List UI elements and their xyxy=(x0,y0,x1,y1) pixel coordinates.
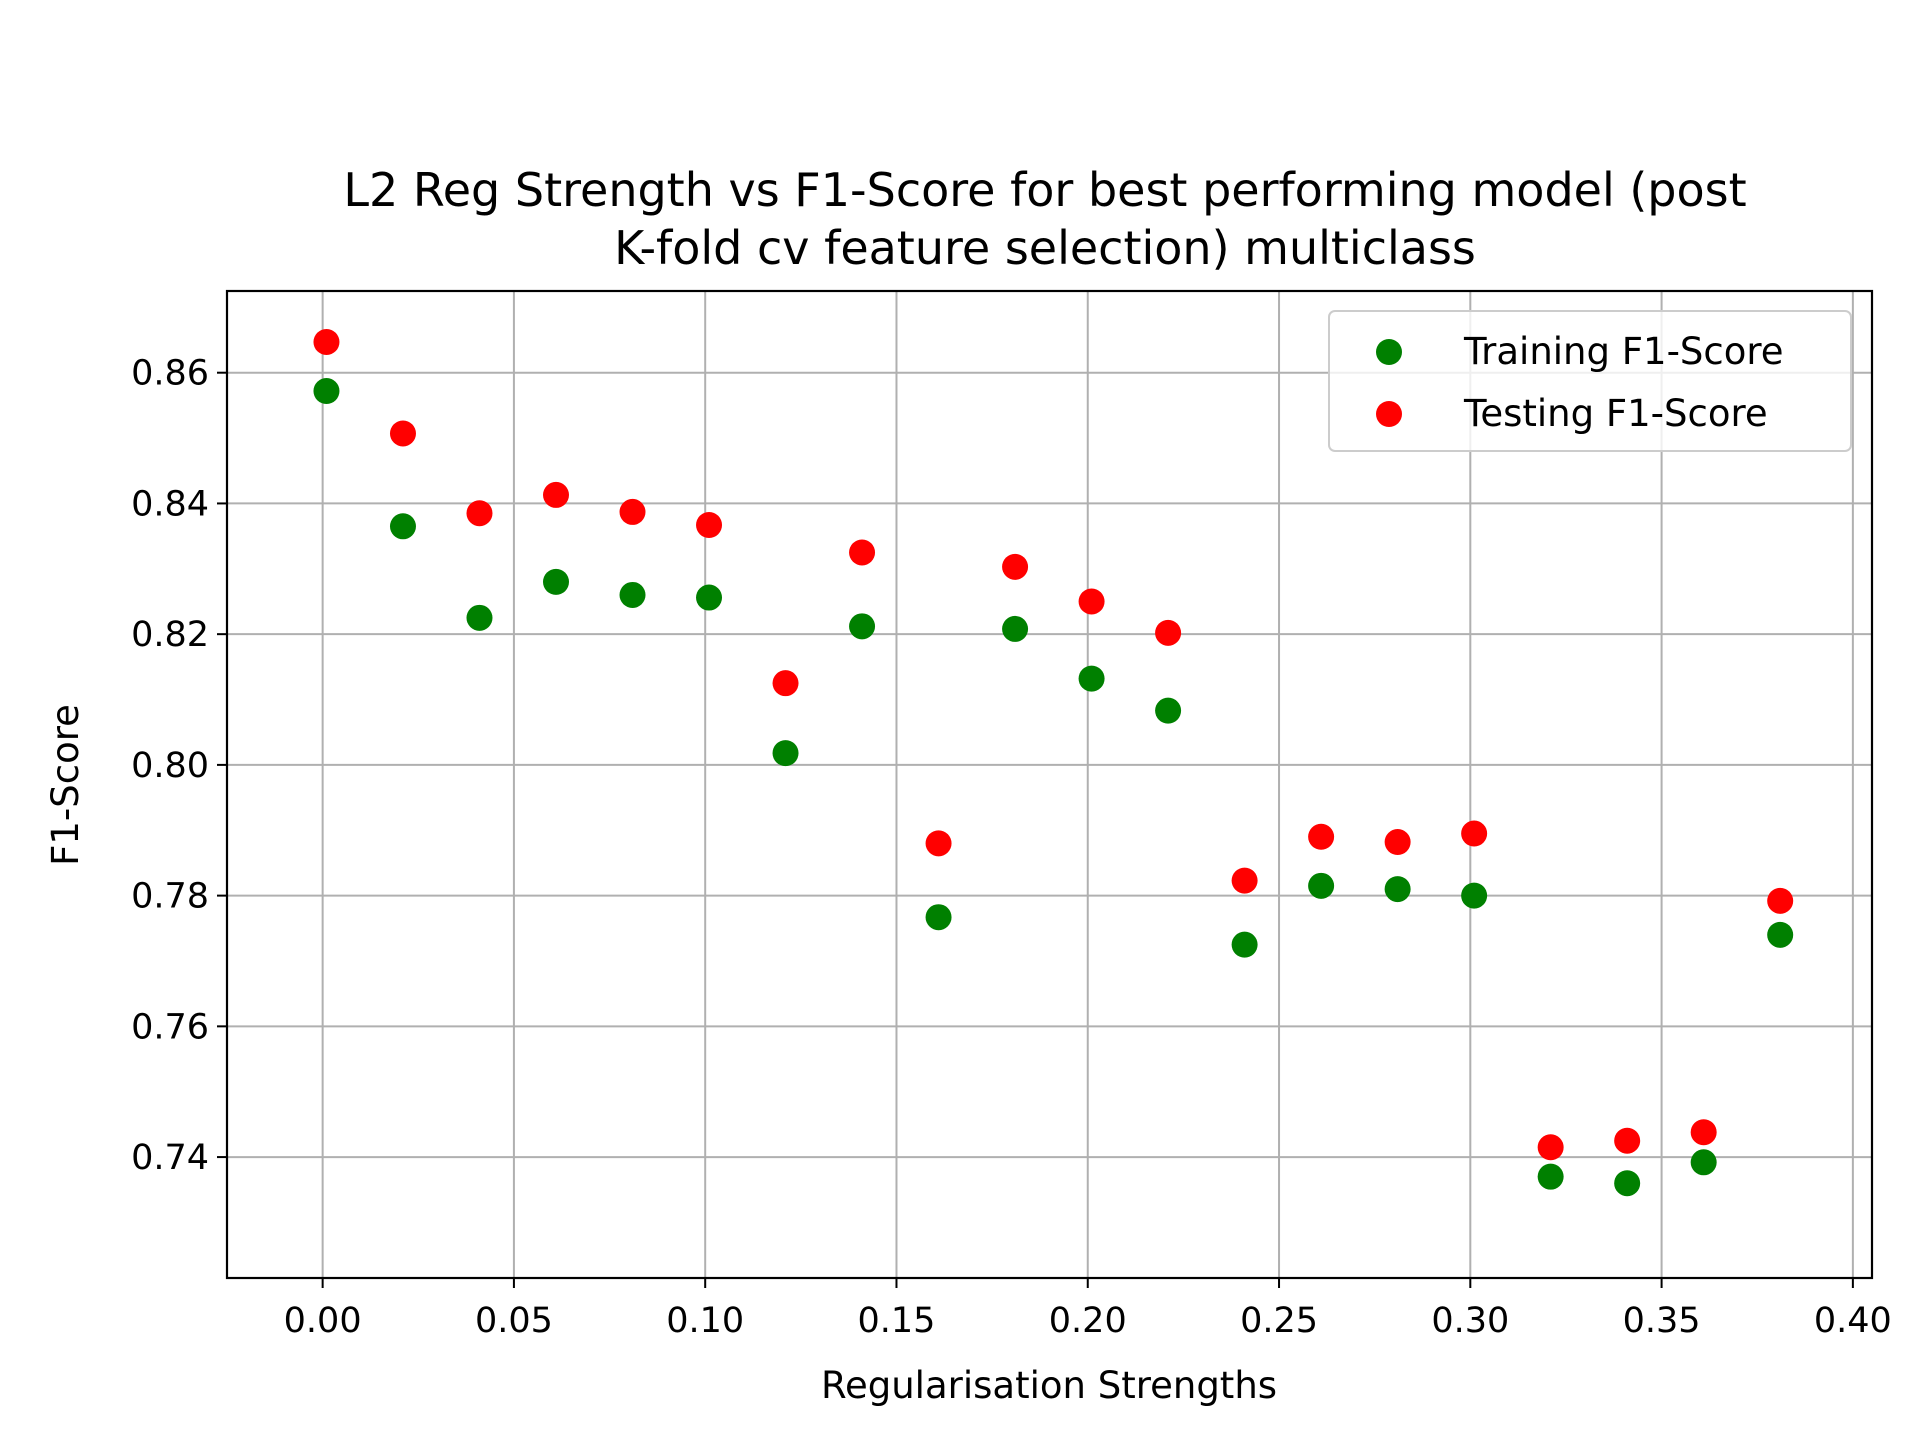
training-point xyxy=(1308,872,1335,899)
testing-point xyxy=(466,500,493,527)
testing-point xyxy=(1384,829,1411,856)
training-point xyxy=(925,904,952,931)
y-tick-label: 0.86 xyxy=(131,354,209,394)
x-tick-label: 0.15 xyxy=(858,1301,936,1341)
training-point xyxy=(1002,615,1029,642)
training-point xyxy=(389,513,416,540)
training-point xyxy=(1461,882,1488,909)
training-point xyxy=(772,740,799,767)
training-point xyxy=(1231,931,1258,958)
x-tick-label: 0.35 xyxy=(1623,1301,1701,1341)
testing-point xyxy=(1767,887,1794,914)
testing-point xyxy=(925,830,952,857)
testing-point xyxy=(1002,553,1029,580)
legend-marker-training xyxy=(1376,339,1402,365)
testing-point xyxy=(1690,1119,1717,1146)
y-tick-label: 0.76 xyxy=(131,1007,209,1047)
training-point xyxy=(1767,921,1794,948)
training-point xyxy=(313,378,340,405)
chart-title-line-1: L2 Reg Strength vs F1-Score for best per… xyxy=(343,163,1746,217)
testing-point xyxy=(849,539,876,566)
testing-point xyxy=(619,498,646,525)
legend-frame xyxy=(1328,310,1852,452)
legend-marker-testing xyxy=(1376,401,1402,427)
testing-point xyxy=(772,670,799,697)
training-point xyxy=(849,613,876,640)
x-axis-label: Regularisation Strengths xyxy=(821,1364,1277,1407)
training-point xyxy=(1614,1170,1641,1197)
testing-point xyxy=(1308,823,1335,850)
training-point xyxy=(619,581,646,608)
y-tick-label: 0.80 xyxy=(131,746,209,786)
x-tick-label: 0.05 xyxy=(475,1301,553,1341)
y-axis-label: F1-Score xyxy=(44,704,87,866)
x-tick-label: 0.30 xyxy=(1431,1301,1509,1341)
y-tick-label: 0.84 xyxy=(131,484,209,524)
series-testing xyxy=(313,328,1794,1161)
training-point xyxy=(1690,1149,1717,1176)
testing-point xyxy=(1537,1134,1564,1161)
y-axis-ticks: 0.74 0.76 0.78 0.80 0.82 0.84 0.86 xyxy=(131,354,227,1178)
testing-point xyxy=(313,328,340,355)
testing-point xyxy=(1155,619,1182,646)
testing-point xyxy=(1461,820,1488,847)
x-axis-ticks: 0.00 0.05 0.10 0.15 0.20 0.25 0.30 0.35 0.40 xyxy=(284,1278,1892,1341)
training-point xyxy=(466,604,493,631)
training-point xyxy=(1155,697,1182,724)
testing-point xyxy=(1614,1127,1641,1154)
testing-point xyxy=(543,481,569,508)
training-point xyxy=(543,568,569,595)
scatter-points xyxy=(313,328,1794,1197)
plot-area-frame xyxy=(225,289,1874,1280)
training-point xyxy=(1384,876,1411,903)
x-tick-label: 0.25 xyxy=(1240,1301,1318,1341)
x-tick-label: 0.00 xyxy=(284,1301,362,1341)
grid xyxy=(227,291,1872,1278)
training-point xyxy=(696,584,723,611)
legend: Training F1-Score Testing F1-Score xyxy=(1328,310,1852,452)
series-training xyxy=(313,378,1794,1197)
training-point xyxy=(1078,665,1105,692)
testing-point xyxy=(696,512,723,539)
testing-point xyxy=(1231,867,1258,894)
y-tick-label: 0.74 xyxy=(131,1138,209,1178)
testing-point xyxy=(389,420,416,447)
x-tick-label: 0.40 xyxy=(1814,1301,1892,1341)
chart-title-line-2: K-fold cv feature selection) multiclass xyxy=(614,221,1476,275)
testing-point xyxy=(1078,588,1105,615)
x-tick-label: 0.10 xyxy=(666,1301,744,1341)
legend-label-testing: Testing F1-Score xyxy=(1463,392,1768,435)
y-tick-label: 0.78 xyxy=(131,877,209,917)
x-tick-label: 0.20 xyxy=(1049,1301,1127,1341)
y-tick-label: 0.82 xyxy=(131,615,209,655)
training-point xyxy=(1537,1163,1564,1190)
legend-label-training: Training F1-Score xyxy=(1463,330,1784,373)
